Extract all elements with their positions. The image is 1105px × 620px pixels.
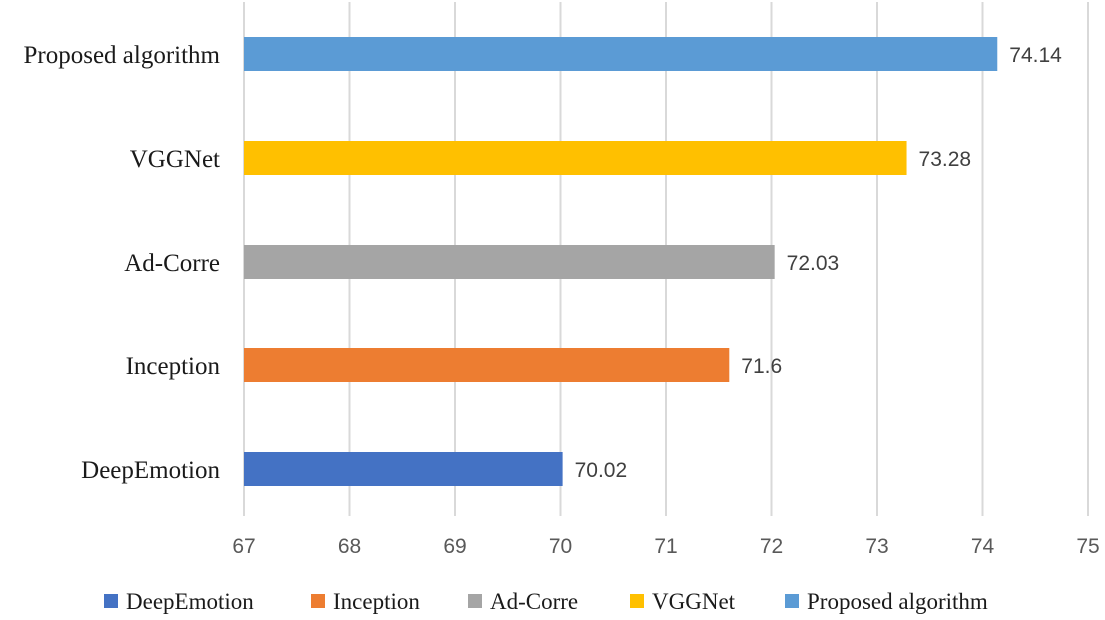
x-tick-label: 69	[443, 535, 466, 558]
x-tick-label: 70	[549, 535, 572, 558]
legend-swatch-inception	[311, 594, 325, 608]
category-label-proposed-algorithm: Proposed algorithm	[23, 42, 220, 69]
data-labels: 70.02 71.6 72.03 73.28 74.14	[575, 44, 1063, 482]
legend-label-proposed-algorithm: Proposed algorithm	[807, 589, 988, 614]
legend-label-ad-corre: Ad-Corre	[490, 589, 578, 614]
legend-label-deepemotion: DeepEmotion	[126, 589, 254, 614]
x-tick-label: 72	[760, 535, 783, 558]
bar-proposed-algorithm	[244, 37, 998, 71]
category-label-deepemotion: DeepEmotion	[81, 457, 220, 484]
data-label-ad-corre: 72.03	[787, 252, 840, 275]
x-tick-label: 71	[654, 535, 677, 558]
x-axis-tick-labels: 67 68 69 70 71 72 73 74 75	[232, 535, 1099, 558]
data-label-vggnet: 73.28	[919, 148, 972, 171]
legend-label-vggnet: VGGNet	[652, 589, 736, 614]
x-tick-label: 74	[971, 535, 995, 558]
bar-deepemotion	[244, 452, 563, 486]
bar-ad-corre	[244, 245, 775, 279]
data-label-inception: 71.6	[741, 355, 782, 378]
legend-swatch-ad-corre	[468, 594, 482, 608]
legend-swatch-deepemotion	[104, 594, 118, 608]
category-label-inception: Inception	[126, 353, 221, 380]
x-tick-label: 75	[1076, 535, 1099, 558]
legend: DeepEmotion Inception Ad-Corre VGGNet Propos…	[104, 589, 988, 614]
legend-label-inception: Inception	[333, 589, 420, 614]
category-label-ad-corre: Ad-Corre	[124, 250, 220, 277]
x-tick-label: 73	[865, 535, 888, 558]
data-label-proposed-algorithm: 74.14	[1009, 44, 1062, 67]
x-tick-label: 68	[338, 535, 361, 558]
bar-vggnet	[244, 141, 907, 175]
legend-swatch-vggnet	[630, 594, 644, 608]
x-tick-label: 67	[232, 535, 255, 558]
category-label-vggnet: VGGNet	[130, 146, 220, 173]
data-label-deepemotion: 70.02	[575, 459, 628, 482]
bars	[244, 37, 998, 486]
category-labels: DeepEmotion Inception Ad-Corre VGGNet Propos…	[23, 42, 220, 484]
legend-swatch-proposed-algorithm	[785, 594, 799, 608]
bar-inception	[244, 348, 730, 382]
